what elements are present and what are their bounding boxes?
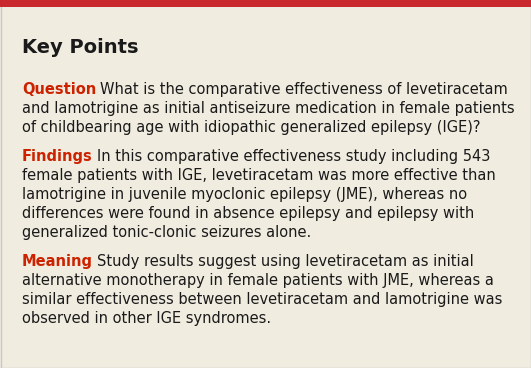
- Text: Question: Question: [22, 82, 96, 97]
- Text: generalized tonic-clonic seizures alone.: generalized tonic-clonic seizures alone.: [22, 225, 311, 240]
- Text: lamotrigine in juvenile myoclonic epilepsy (JME), whereas no: lamotrigine in juvenile myoclonic epilep…: [22, 187, 467, 202]
- Text: Study results suggest using levetiracetam as initial: Study results suggest using levetiraceta…: [97, 254, 474, 269]
- Text: of childbearing age with idiopathic generalized epilepsy (IGE)?: of childbearing age with idiopathic gene…: [22, 120, 481, 135]
- Text: alternative monotherapy in female patients with JME, whereas a: alternative monotherapy in female patien…: [22, 273, 494, 288]
- Bar: [0, 0, 531, 7]
- Text: Meaning: Meaning: [22, 254, 93, 269]
- Text: Findings: Findings: [22, 149, 93, 164]
- Text: female patients with IGE, levetiracetam was more effective than: female patients with IGE, levetiracetam …: [22, 168, 496, 183]
- Text: differences were found in absence epilepsy and epilepsy with: differences were found in absence epilep…: [22, 206, 474, 221]
- Text: and lamotrigine as initial antiseizure medication in female patients: and lamotrigine as initial antiseizure m…: [22, 101, 515, 116]
- Text: observed in other IGE syndromes.: observed in other IGE syndromes.: [22, 311, 271, 326]
- Text: similar effectiveness between levetiracetam and lamotrigine was: similar effectiveness between levetirace…: [22, 292, 502, 307]
- Text: Key Points: Key Points: [22, 38, 139, 57]
- Text: In this comparative effectiveness study including 543: In this comparative effectiveness study …: [97, 149, 490, 164]
- Text: What is the comparative effectiveness of levetiracetam: What is the comparative effectiveness of…: [100, 82, 508, 97]
